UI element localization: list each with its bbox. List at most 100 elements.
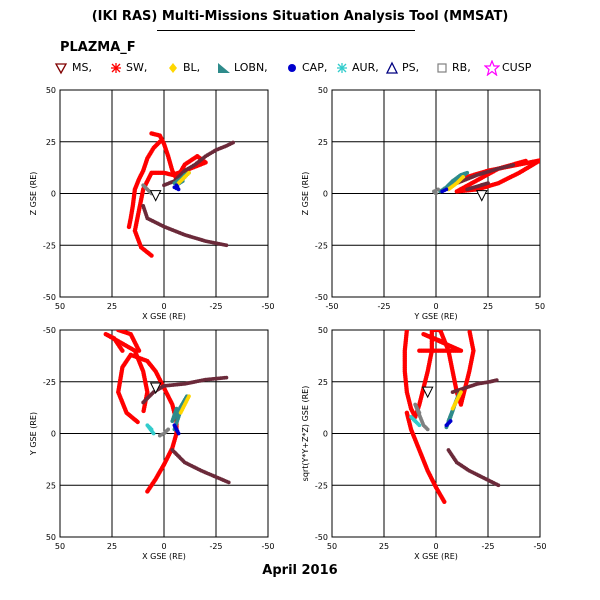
x-tick-label: -50 (325, 302, 338, 311)
x-tick-label: 50 (55, 302, 65, 311)
title-underline (157, 30, 415, 31)
triangle-down-icon (54, 63, 68, 75)
data-point (450, 406, 455, 411)
date-label: April 2016 (262, 563, 338, 578)
y-tick-label: 0 (51, 190, 56, 199)
series-orbit-BL (450, 390, 463, 411)
y-axis-label: sqrt(Y*Y+Z*Z) GSE (RE) (301, 386, 310, 482)
x-tick-label: -25 (481, 542, 494, 551)
ms-marker (475, 190, 488, 202)
legend-label: PS, (402, 61, 420, 74)
data-point (166, 427, 171, 432)
series-orbit-MS-marker (149, 382, 162, 395)
y-tick-label: -25 (43, 378, 56, 387)
series-orbit-MS-marker (475, 190, 488, 202)
series-orbit-BL (446, 175, 465, 192)
series-orbit-BL (176, 170, 191, 186)
ms-marker (149, 190, 162, 202)
plot-frame (59, 89, 269, 298)
satellite-name: PLAZMA_F (60, 40, 136, 55)
page-title: (IKI RAS) Multi-Missions Situation Analy… (91, 9, 509, 24)
y-tick-label: 0 (323, 430, 328, 439)
legend: MS, SW, BL, LOBN, CAP, AUR, PS, RB, CUSP (54, 60, 594, 82)
square-icon (437, 63, 447, 73)
x-axis-label: X GSE (RE) (414, 552, 458, 561)
x-tick-label: -50 (533, 542, 546, 551)
x-tick-label: 50 (535, 302, 545, 311)
x-tick-label: 0 (161, 542, 166, 551)
data-point (174, 406, 179, 411)
series-orbit-RB (413, 402, 430, 432)
data-point (178, 410, 183, 415)
y-tick-label: 0 (51, 430, 56, 439)
filled-circle-icon (288, 64, 296, 72)
data-point (116, 330, 121, 333)
data-point (440, 339, 445, 344)
x-tick-label: 50 (55, 542, 65, 551)
series-orbit-MS (446, 378, 501, 488)
y-tick-label: 25 (46, 138, 56, 147)
asterisk-icon (111, 63, 121, 73)
x-tick-label: -25 (377, 302, 390, 311)
x-axis-label: X GSE (RE) (142, 552, 186, 561)
x-tick-label: 0 (161, 302, 166, 311)
data-point (224, 375, 229, 380)
y-tick-label: -25 (315, 241, 328, 250)
legend-label: SW, (126, 61, 148, 74)
data-point (417, 423, 422, 428)
data-point (149, 253, 154, 258)
data-point (436, 187, 440, 192)
data-point (172, 423, 177, 428)
y-tick-label: 50 (318, 86, 328, 95)
data-point (523, 158, 528, 164)
y-tick-label: -50 (43, 326, 56, 335)
legend-label: LOBN, (234, 61, 268, 74)
right-triangle-icon (218, 63, 230, 73)
x-tick-label: 0 (433, 302, 438, 311)
ms-marker (149, 382, 162, 395)
series-orbit-SW (402, 330, 476, 505)
data-point (224, 243, 229, 248)
series-orbit-AUR (145, 423, 156, 436)
y-tick-label: 50 (318, 326, 328, 335)
y-tick-label: 0 (323, 190, 328, 199)
star-icon (484, 60, 500, 76)
plot-frame (59, 329, 269, 538)
data-point (461, 175, 465, 179)
data-point (442, 499, 447, 505)
data-point (486, 181, 490, 186)
x-axis-label: Y GSE (RE) (413, 312, 457, 321)
y-axis-label: Z GSE (RE) (301, 172, 310, 216)
y-tick-label: 50 (46, 86, 56, 95)
y-tick-label: -25 (315, 481, 328, 490)
legend-label: RB, (452, 61, 471, 74)
data-point (496, 483, 501, 488)
series-orbit-AUR (409, 415, 422, 428)
y-tick-label: -50 (315, 533, 328, 542)
data-point (226, 480, 231, 485)
x-tick-label: 25 (483, 302, 493, 311)
data-point (494, 378, 499, 382)
data-point (425, 427, 430, 432)
y-tick-label: 25 (318, 138, 328, 147)
x-tick-label: -50 (261, 542, 274, 551)
series-orbit-RB (157, 427, 171, 438)
plot-panel-2: -50 -25 0 25 50 50 25 0 -25 -50 Y GSE (RE) Z GSE (R… (301, 86, 545, 321)
legend-label: AUR, (352, 61, 379, 74)
y-tick-label: -50 (43, 293, 56, 302)
x-tick-label: -25 (209, 542, 222, 551)
data-point (172, 185, 177, 190)
legend-label: BL, (183, 61, 201, 74)
y-tick-label: 25 (46, 481, 56, 490)
x-tick-label: 50 (327, 542, 337, 551)
data-point (126, 224, 132, 230)
y-axis-label: Y GSE (RE) (29, 412, 38, 456)
y-tick-label: 25 (318, 378, 328, 387)
series-orbit-CAP (444, 419, 453, 428)
data-point (151, 431, 156, 436)
legend-label: CUSP (502, 61, 532, 74)
data-point (141, 408, 146, 414)
series-orbit-RB (141, 183, 154, 196)
